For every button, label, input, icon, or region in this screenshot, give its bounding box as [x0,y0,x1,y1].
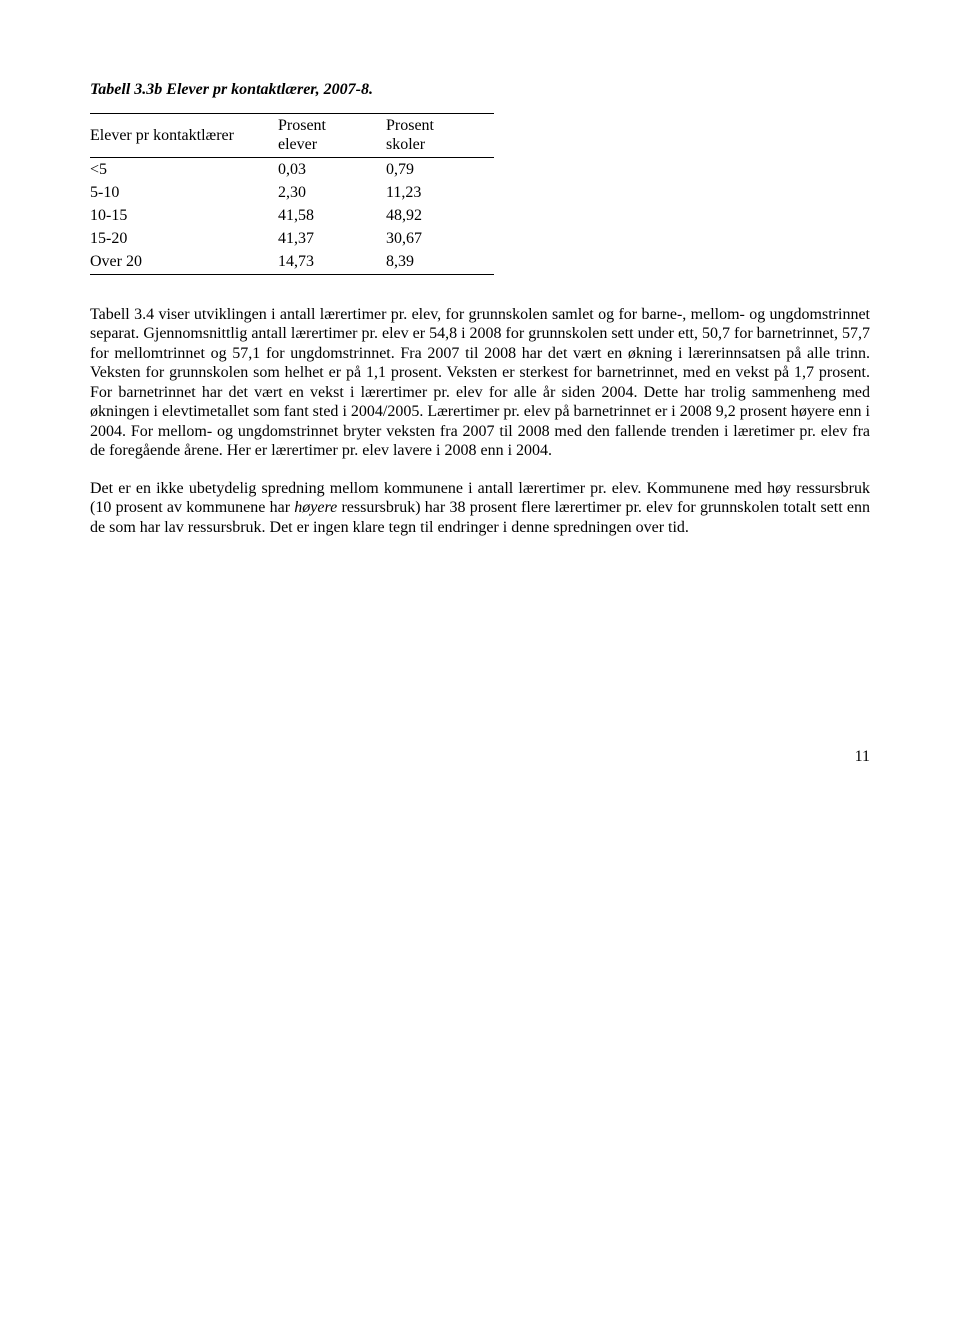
cell-value: 0,79 [386,157,494,181]
cell-value: 14,73 [278,250,386,274]
page-number: 11 [90,747,870,766]
cell-label: <5 [90,157,278,181]
col-header-2: Prosent skoler [386,114,494,157]
cell-value: 30,67 [386,227,494,250]
table-row: 10-15 41,58 48,92 [90,204,494,227]
cell-value: 8,39 [386,250,494,274]
cell-label: Over 20 [90,250,278,274]
table-row: 5-10 2,30 11,23 [90,181,494,204]
italic-text: høyere [294,499,337,516]
col-header-0: Elever pr kontaktlærer [90,114,278,157]
cell-value: 2,30 [278,181,386,204]
table-row: <5 0,03 0,79 [90,157,494,181]
cell-label: 5-10 [90,181,278,204]
cell-value: 48,92 [386,204,494,227]
table-row: Over 20 14,73 8,39 [90,250,494,274]
cell-label: 15-20 [90,227,278,250]
cell-value: 0,03 [278,157,386,181]
data-table: Elever pr kontaktlærer Prosent elever Pr… [90,113,494,274]
cell-value: 41,37 [278,227,386,250]
table-title: Tabell 3.3b Elever pr kontaktlærer, 2007… [90,80,870,99]
cell-value: 11,23 [386,181,494,204]
cell-label: 10-15 [90,204,278,227]
table-row: 15-20 41,37 30,67 [90,227,494,250]
paragraph-1: Tabell 3.4 viser utviklingen i antall læ… [90,305,870,461]
col-header-1: Prosent elever [278,114,386,157]
table-header-row: Elever pr kontaktlærer Prosent elever Pr… [90,114,494,157]
paragraph-2: Det er en ikke ubetydelig spredning mell… [90,479,870,538]
cell-value: 41,58 [278,204,386,227]
